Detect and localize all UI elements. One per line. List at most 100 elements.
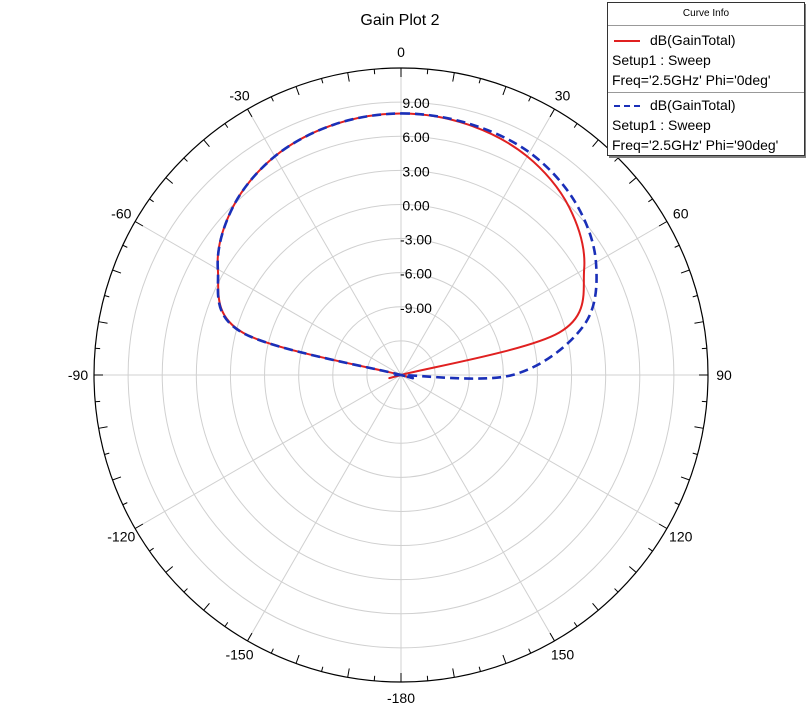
legend-series-row: dB(GainTotal) bbox=[612, 95, 800, 115]
tick-mark bbox=[692, 295, 698, 298]
tick-mark bbox=[452, 668, 455, 678]
radial-label: -6.00 bbox=[400, 266, 432, 282]
tick-mark bbox=[674, 502, 680, 506]
grid-spoke bbox=[400, 374, 555, 642]
tick-mark bbox=[203, 139, 210, 148]
radial-label: 3.00 bbox=[402, 163, 429, 179]
tick-mark bbox=[549, 632, 555, 642]
radial-label: -3.00 bbox=[400, 232, 432, 248]
grid-spoke bbox=[134, 374, 402, 529]
tick-mark bbox=[295, 86, 300, 96]
curves bbox=[216, 112, 598, 380]
grid-spoke bbox=[247, 374, 402, 642]
tick-mark bbox=[203, 602, 210, 611]
tick-mark bbox=[112, 269, 122, 274]
tick-mark bbox=[502, 86, 507, 96]
tick-marks bbox=[94, 68, 708, 682]
chart-title: Gain Plot 2 bbox=[360, 12, 439, 29]
tick-mark bbox=[149, 198, 154, 203]
tick-mark bbox=[694, 321, 704, 324]
tick-mark bbox=[614, 157, 619, 162]
radial-label: 0.00 bbox=[402, 197, 429, 213]
tick-mark bbox=[104, 452, 110, 455]
tick-mark bbox=[674, 244, 680, 248]
tick-mark bbox=[347, 668, 350, 678]
grid-spoke bbox=[134, 221, 402, 376]
legend-entry-1: dB(GainTotal) Setup1 : Sweep Freq='2.5GH… bbox=[608, 26, 804, 90]
tick-mark bbox=[628, 566, 637, 573]
tick-mark bbox=[104, 295, 110, 298]
tick-mark bbox=[528, 648, 532, 654]
legend-entry-2: dB(GainTotal) Setup1 : Sweep Freq='2.5GH… bbox=[608, 93, 804, 155]
tick-mark bbox=[452, 72, 455, 82]
angle-label: -30 bbox=[229, 87, 249, 103]
tick-mark bbox=[614, 588, 619, 593]
tick-mark bbox=[694, 426, 704, 429]
angle-label: -150 bbox=[225, 647, 253, 663]
tick-mark bbox=[165, 177, 174, 184]
grid-spoke bbox=[400, 108, 555, 376]
tick-mark bbox=[270, 648, 274, 654]
tick-mark bbox=[134, 523, 144, 529]
tick-mark bbox=[295, 654, 300, 664]
tick-mark bbox=[224, 622, 229, 627]
angle-label: 30 bbox=[555, 87, 571, 103]
tick-mark bbox=[573, 622, 578, 627]
tick-mark bbox=[98, 321, 108, 324]
tick-mark bbox=[528, 96, 532, 102]
angle-label: 150 bbox=[551, 647, 575, 663]
legend[interactable]: Curve Info dB(GainTotal) Setup1 : Sweep … bbox=[607, 2, 805, 156]
tick-mark bbox=[321, 666, 324, 672]
series-line-phi-90 bbox=[216, 112, 598, 380]
legend-series-name: dB(GainTotal) bbox=[650, 32, 736, 48]
tick-mark bbox=[478, 78, 481, 84]
radial-label: 6.00 bbox=[402, 129, 429, 145]
legend-swatch-blue bbox=[614, 105, 640, 108]
tick-mark bbox=[149, 547, 154, 552]
tick-mark bbox=[134, 221, 144, 227]
tick-mark bbox=[478, 666, 481, 672]
tick-mark bbox=[628, 177, 637, 184]
tick-mark bbox=[680, 269, 690, 274]
grid-spoke bbox=[400, 374, 668, 529]
tick-mark bbox=[648, 547, 653, 552]
angle-label: -120 bbox=[107, 529, 135, 545]
tick-mark bbox=[122, 502, 128, 506]
tick-mark bbox=[247, 632, 253, 642]
tick-mark bbox=[592, 139, 599, 148]
legend-setup: Setup1 : Sweep bbox=[612, 117, 711, 133]
tick-mark bbox=[224, 123, 229, 128]
tick-mark bbox=[692, 452, 698, 455]
legend-title: Curve Info bbox=[608, 3, 804, 26]
legend-setup: Setup1 : Sweep bbox=[612, 52, 711, 68]
grid-spoke bbox=[400, 221, 668, 376]
tick-mark bbox=[183, 588, 188, 593]
angle-label: 0 bbox=[397, 44, 405, 60]
tick-mark bbox=[112, 476, 122, 481]
tick-mark bbox=[648, 198, 653, 203]
radial-label: 9.00 bbox=[402, 95, 429, 111]
tick-mark bbox=[321, 78, 324, 84]
angle-label: -90 bbox=[68, 367, 88, 383]
tick-mark bbox=[592, 602, 599, 611]
legend-divider bbox=[608, 92, 804, 93]
angle-labels: 0 30 60 90 120 150 -180 -150 -120 -90 -60 -30 bbox=[68, 44, 732, 706]
tick-mark bbox=[247, 108, 253, 118]
tick-mark bbox=[549, 108, 555, 118]
tick-mark bbox=[658, 523, 668, 529]
tick-mark bbox=[573, 123, 578, 128]
radial-label: -9.00 bbox=[400, 300, 432, 316]
tick-mark bbox=[347, 72, 350, 82]
angle-label: 120 bbox=[669, 529, 693, 545]
tick-mark bbox=[122, 244, 128, 248]
angle-label: -180 bbox=[387, 690, 415, 706]
tick-mark bbox=[98, 426, 108, 429]
tick-mark bbox=[658, 221, 668, 227]
legend-series-name: dB(GainTotal) bbox=[650, 97, 736, 113]
tick-mark bbox=[183, 157, 188, 162]
legend-swatch-red bbox=[614, 40, 640, 43]
angle-label: 60 bbox=[673, 206, 689, 222]
legend-params: Freq='2.5GHz' Phi='0deg' bbox=[612, 72, 771, 88]
tick-mark bbox=[680, 476, 690, 481]
